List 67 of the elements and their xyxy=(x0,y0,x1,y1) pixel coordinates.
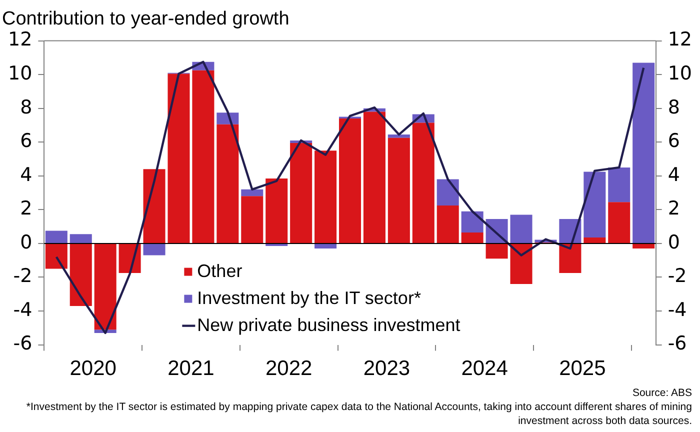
legend-label: New private business investment xyxy=(197,314,460,335)
bar xyxy=(314,150,337,243)
bar xyxy=(632,62,655,243)
x-tick-label: 2023 xyxy=(363,357,410,380)
y2-tick-label: 12 xyxy=(668,28,692,51)
y-tick-label: 4 xyxy=(20,164,32,186)
y2-tick-label: 0 xyxy=(668,231,680,254)
legend-label: Other xyxy=(197,260,242,281)
bar xyxy=(412,122,434,243)
bar xyxy=(314,244,337,249)
bar xyxy=(559,244,582,274)
bar xyxy=(388,138,410,243)
chart-title: Contribution to year-ended growth xyxy=(2,8,290,30)
y2-tick-label: -4 xyxy=(668,298,687,321)
bar xyxy=(45,244,68,269)
text: *Investment by the IT sector is estimated by mapping private capex data to the National Accounts, taking into account different shares of mining investment across both data sources. xyxy=(25,400,692,428)
y2-tick-label: 2 xyxy=(668,198,680,220)
bar xyxy=(241,196,264,243)
bar xyxy=(608,167,630,202)
x-tick-label: 2024 xyxy=(461,357,508,380)
y-tick-label: -2 xyxy=(13,265,32,288)
bar xyxy=(510,214,532,243)
y-tick-label: -6 xyxy=(13,332,32,355)
bar xyxy=(70,244,92,306)
bar xyxy=(584,172,606,238)
bar xyxy=(510,244,532,284)
bar xyxy=(338,118,362,243)
legend-label: Investment by the IT sector* xyxy=(197,288,421,308)
bar xyxy=(436,205,459,243)
x-tick-label: 2022 xyxy=(265,357,312,380)
bar xyxy=(388,134,410,138)
bar xyxy=(363,112,386,243)
y2-tick-label: 6 xyxy=(668,130,680,152)
y2-tick-label: 4 xyxy=(668,164,680,186)
x-tick-label: 2021 xyxy=(168,357,214,380)
bar xyxy=(168,74,190,243)
bar xyxy=(143,244,166,256)
bar xyxy=(241,189,264,196)
bar xyxy=(45,230,68,243)
x-tick-label: 2025 xyxy=(559,357,606,380)
bar xyxy=(94,244,116,330)
y-tick-label: 6 xyxy=(20,130,32,152)
y2-tick-label: 10 xyxy=(668,62,692,85)
x-tick-label: 2020 xyxy=(70,357,116,380)
bar xyxy=(461,232,484,243)
y-tick-label: 2 xyxy=(20,198,32,220)
bar xyxy=(436,179,459,206)
bar xyxy=(608,202,630,243)
bar xyxy=(486,244,508,259)
source-note: Source: ABS xyxy=(631,386,692,400)
y2-tick-label: 8 xyxy=(668,96,680,118)
y-tick-label: -4 xyxy=(13,298,32,321)
bar xyxy=(192,70,214,243)
y-tick-label: 8 xyxy=(20,96,32,118)
y-tick-label: 0 xyxy=(20,231,32,254)
bar xyxy=(461,211,484,232)
bar xyxy=(632,244,655,249)
bar xyxy=(70,234,92,243)
bar xyxy=(143,169,166,243)
y-tick-label: 10 xyxy=(8,62,32,85)
y-tick-label: 12 xyxy=(8,28,32,51)
y2-tick-label: -6 xyxy=(668,332,687,355)
bar xyxy=(266,178,288,243)
bar xyxy=(216,124,239,243)
y2-tick-label: -2 xyxy=(668,265,687,288)
bar xyxy=(584,238,606,243)
bar xyxy=(290,142,312,243)
